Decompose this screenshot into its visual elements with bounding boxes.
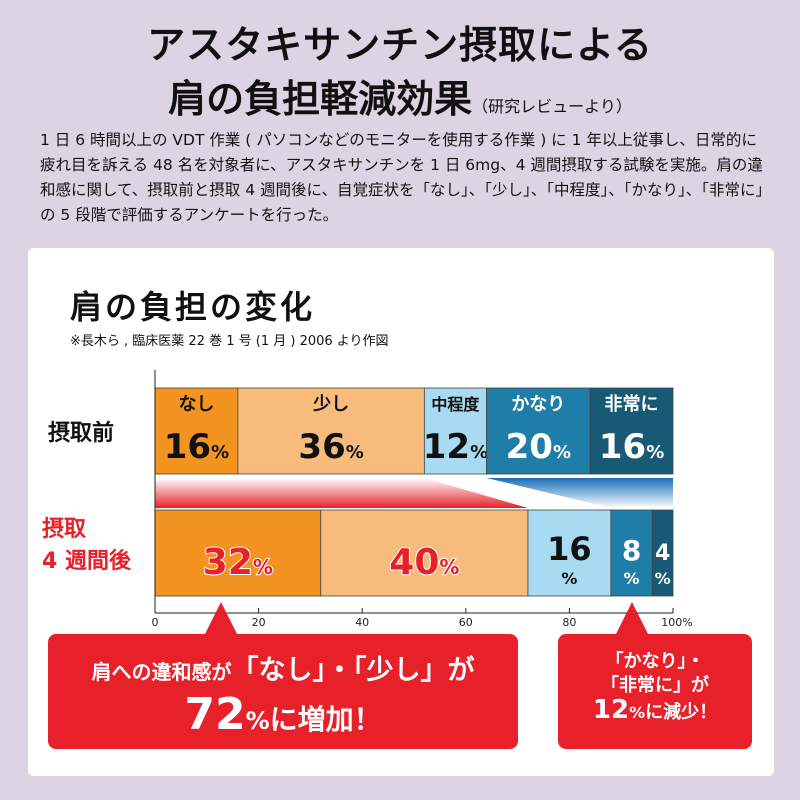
- category-label: 中程度: [431, 395, 480, 414]
- x-tick-label: 40: [355, 616, 369, 629]
- title-note: （研究レビューより）: [472, 97, 632, 116]
- callout-right-line2: 「非常に」が: [601, 675, 709, 696]
- x-tick-label: 100%: [661, 616, 692, 629]
- main-title: アスタキサンチン摂取による: [147, 23, 653, 67]
- x-tick-label: 80: [562, 616, 576, 629]
- subtitle-text: 肩の負担軽減効果: [168, 77, 473, 121]
- bar-segment: [423, 387, 487, 475]
- chart-title: 肩の負担の変化: [70, 288, 316, 326]
- bar-segment: [154, 509, 322, 597]
- category-label: 非常に: [605, 393, 659, 415]
- category-label: かなり: [511, 394, 565, 415]
- callout-left-text-a: 肩への違和感が: [91, 660, 232, 684]
- x-tick-label: 0: [152, 616, 159, 629]
- data-label: 4: [655, 541, 670, 566]
- callout-left-value: 72: [184, 689, 246, 740]
- bar-segment: [486, 387, 591, 475]
- data-label-unit: %: [655, 569, 671, 588]
- bar-segment: [589, 387, 674, 475]
- bar-segment: [527, 509, 612, 597]
- main-subtitle: 肩の負担軽減効果（研究レビューより）: [0, 68, 800, 123]
- callout-right-value: 12: [592, 695, 630, 725]
- chart-source: ※長木ら , 臨床医薬 22 巻 1 号 (1 月 ) 2006 より作図: [70, 334, 389, 349]
- callout-arrow-right: [615, 602, 649, 636]
- data-label-unit: %: [624, 569, 640, 588]
- callout-left-unit: %: [245, 707, 270, 735]
- callout-right: 「かなり」・ 「非常に」が 12%に減少！: [558, 634, 752, 749]
- data-label-unit: %: [561, 569, 577, 588]
- description: 1 日 6 時間以上の VDT 作業 ( パソコンなどのモニターを使用する作業 …: [40, 131, 764, 224]
- x-tick-label: 60: [459, 616, 473, 629]
- bar-segment: [651, 509, 674, 597]
- callout-left: 肩への違和感が「なし」・「少し」が 72%に増加！: [48, 634, 518, 749]
- row-label-after-2: 4 週間後: [42, 549, 131, 574]
- callout-right-suffix: に減少！: [645, 702, 718, 723]
- category-label: 少し: [312, 394, 349, 415]
- bar-segment: [320, 509, 529, 597]
- callout-left-suffix: に増加！: [269, 703, 382, 736]
- bar-segment: [610, 509, 653, 597]
- decrease-connector: [486, 478, 673, 508]
- bar-segment: [154, 387, 239, 475]
- data-label: 32%: [203, 542, 273, 583]
- callout-right-unit: %: [629, 703, 646, 722]
- category-label: なし: [178, 394, 214, 415]
- row-label-before: 摂取前: [48, 421, 115, 446]
- data-label: 16: [547, 530, 592, 568]
- callout-left-text-b: 「なし」・「少し」が: [231, 655, 475, 686]
- callout-arrow-left: [204, 602, 238, 636]
- increase-connector: [155, 478, 528, 508]
- callout-right-line1: 「かなり」・: [605, 651, 705, 672]
- x-tick-label: 20: [252, 616, 266, 629]
- row-label-after-1: 摂取: [42, 517, 87, 542]
- bar-segment: [237, 387, 425, 475]
- row-label-after: 摂取 4 週間後: [42, 514, 131, 578]
- data-label: 8: [622, 534, 641, 567]
